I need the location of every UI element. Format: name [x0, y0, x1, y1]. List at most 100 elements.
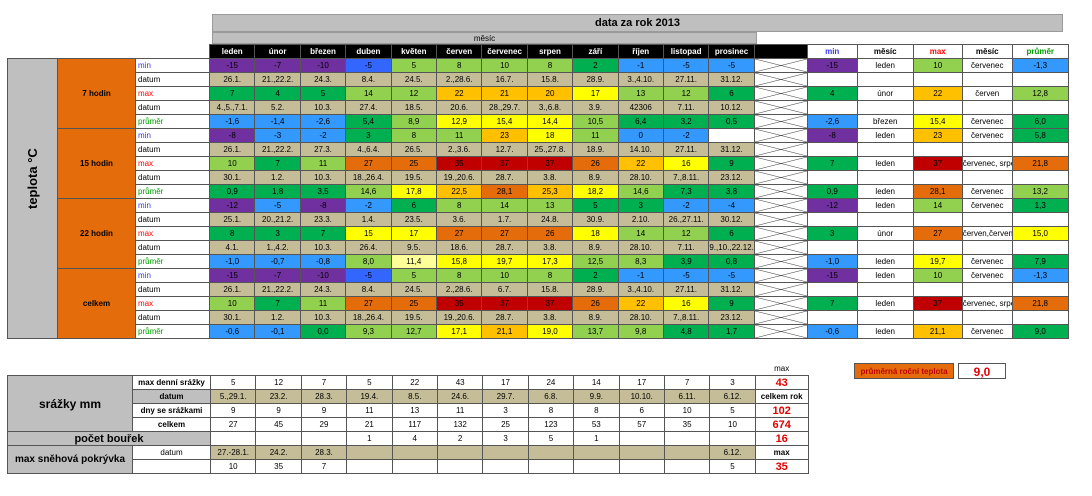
value-cell: 3.8. — [526, 240, 574, 255]
value-cell: 20 — [526, 86, 574, 101]
value-cell: 3.8. — [526, 170, 574, 185]
value-cell: 28.7. — [481, 310, 528, 325]
value-cell: -8 — [299, 198, 347, 213]
value-cell: 15.8. — [526, 282, 574, 297]
month-header: prosinec — [708, 44, 755, 59]
storms-cell: 3 — [482, 431, 529, 446]
precip-cell: 28.3. — [300, 389, 348, 404]
storms-cell — [300, 431, 348, 446]
row-label: min — [134, 128, 211, 143]
summary-cell — [912, 100, 963, 115]
value-cell: 9.,10.,22.12. — [708, 240, 755, 255]
summary-cell: leden — [856, 268, 914, 283]
group-label: 22 hodin — [57, 198, 136, 269]
precip-cell: 11 — [436, 403, 484, 418]
value-cell: 5.2. — [254, 100, 301, 115]
value-cell: 5,4 — [345, 114, 392, 129]
summary-cell: 21,8 — [1011, 296, 1069, 311]
month-header: leden — [209, 44, 256, 59]
storms-cell — [209, 431, 257, 446]
precip-cell: 3 — [709, 375, 756, 390]
summary-cell — [806, 282, 858, 297]
value-cell: 8 — [435, 198, 483, 213]
storms-cell: 1 — [573, 431, 620, 446]
x-cell — [753, 142, 808, 157]
value-cell: 25,3 — [526, 184, 574, 199]
summary-cell: 21,1 — [912, 324, 963, 339]
precip-cell: 14 — [573, 375, 620, 390]
value-cell: 3,9 — [662, 254, 710, 269]
summary-cell: 1,3 — [1011, 198, 1069, 213]
precip-cell: 43 — [436, 375, 484, 390]
summary-cell: leden — [856, 296, 914, 311]
value-cell: 26.1. — [209, 142, 256, 157]
summary-cell: červenec, srpen — [961, 156, 1013, 171]
value-cell: 10.3. — [299, 100, 347, 115]
value-cell: 19.,20.6. — [435, 310, 483, 325]
report-title: data za rok 2013 — [212, 14, 1063, 32]
value-cell: -8 — [209, 128, 256, 143]
value-cell: 14,6 — [617, 184, 664, 199]
row-label: min — [134, 58, 211, 73]
summary-cell: 12,8 — [1011, 86, 1069, 101]
value-cell: 2 — [572, 268, 619, 283]
value-cell: 1.2. — [254, 170, 301, 185]
value-cell: 14 — [345, 86, 392, 101]
row-label: max — [134, 156, 211, 171]
value-cell: 27 — [435, 226, 483, 241]
value-cell: 26 — [572, 296, 619, 311]
value-cell: 12 — [662, 226, 710, 241]
summary-cell: 19,7 — [912, 254, 963, 269]
value-cell: -2 — [345, 198, 392, 213]
value-cell: 4.,6.4. — [345, 142, 392, 157]
snow-date-cell — [391, 445, 438, 460]
summary-cell — [912, 240, 963, 255]
precip-cell: 57 — [618, 417, 665, 432]
value-cell: 11 — [572, 128, 619, 143]
summary-cell: 28,1 — [912, 184, 963, 199]
snow-cell — [436, 459, 484, 474]
group-label: 7 hodin — [57, 58, 136, 129]
row-label: průměr — [134, 114, 211, 129]
value-cell: 16 — [662, 296, 710, 311]
value-cell: 16 — [662, 156, 710, 171]
value-cell: 7.11. — [662, 240, 710, 255]
value-cell: -2 — [662, 128, 710, 143]
summary-cell — [856, 170, 914, 185]
x-cell — [753, 268, 808, 283]
summary-cell — [961, 310, 1013, 325]
summary-cell — [856, 142, 914, 157]
summary-cell: -0,6 — [806, 324, 858, 339]
value-cell: -1,6 — [209, 114, 256, 129]
value-cell: 28.10. — [617, 170, 664, 185]
value-cell: 5 — [390, 58, 437, 73]
row-label: max — [134, 296, 211, 311]
summary-cell: červen — [961, 86, 1013, 101]
snow-date-cell — [436, 445, 484, 460]
value-cell: 4.1. — [209, 240, 256, 255]
value-cell: 37 — [526, 156, 574, 171]
value-cell: 37 — [481, 296, 528, 311]
value-cell: 21,1 — [481, 324, 528, 339]
summary-cell — [806, 100, 858, 115]
value-cell: 28.9. — [572, 282, 619, 297]
summary-cell: 10 — [912, 58, 963, 73]
value-cell: 14.10. — [617, 142, 664, 157]
snow-date-cell — [573, 445, 620, 460]
value-cell: 21.,22.2. — [254, 282, 301, 297]
x-cell — [753, 114, 808, 129]
storms-cell: 5 — [527, 431, 575, 446]
x-cell — [753, 198, 808, 213]
value-cell: -4 — [708, 198, 755, 213]
summary-cell: -12 — [806, 198, 858, 213]
summary-cell: 37 — [912, 156, 963, 171]
summary-cell: 15,4 — [912, 114, 963, 129]
precip-cell: 19.4. — [346, 389, 393, 404]
summary-cell — [856, 212, 914, 227]
value-cell: 9 — [708, 296, 755, 311]
value-cell: 27.11. — [662, 282, 710, 297]
snow-date-cell: 28.3. — [300, 445, 348, 460]
summary-cell — [1011, 142, 1069, 157]
value-cell: -5 — [345, 268, 392, 283]
value-cell: 6 — [708, 86, 755, 101]
